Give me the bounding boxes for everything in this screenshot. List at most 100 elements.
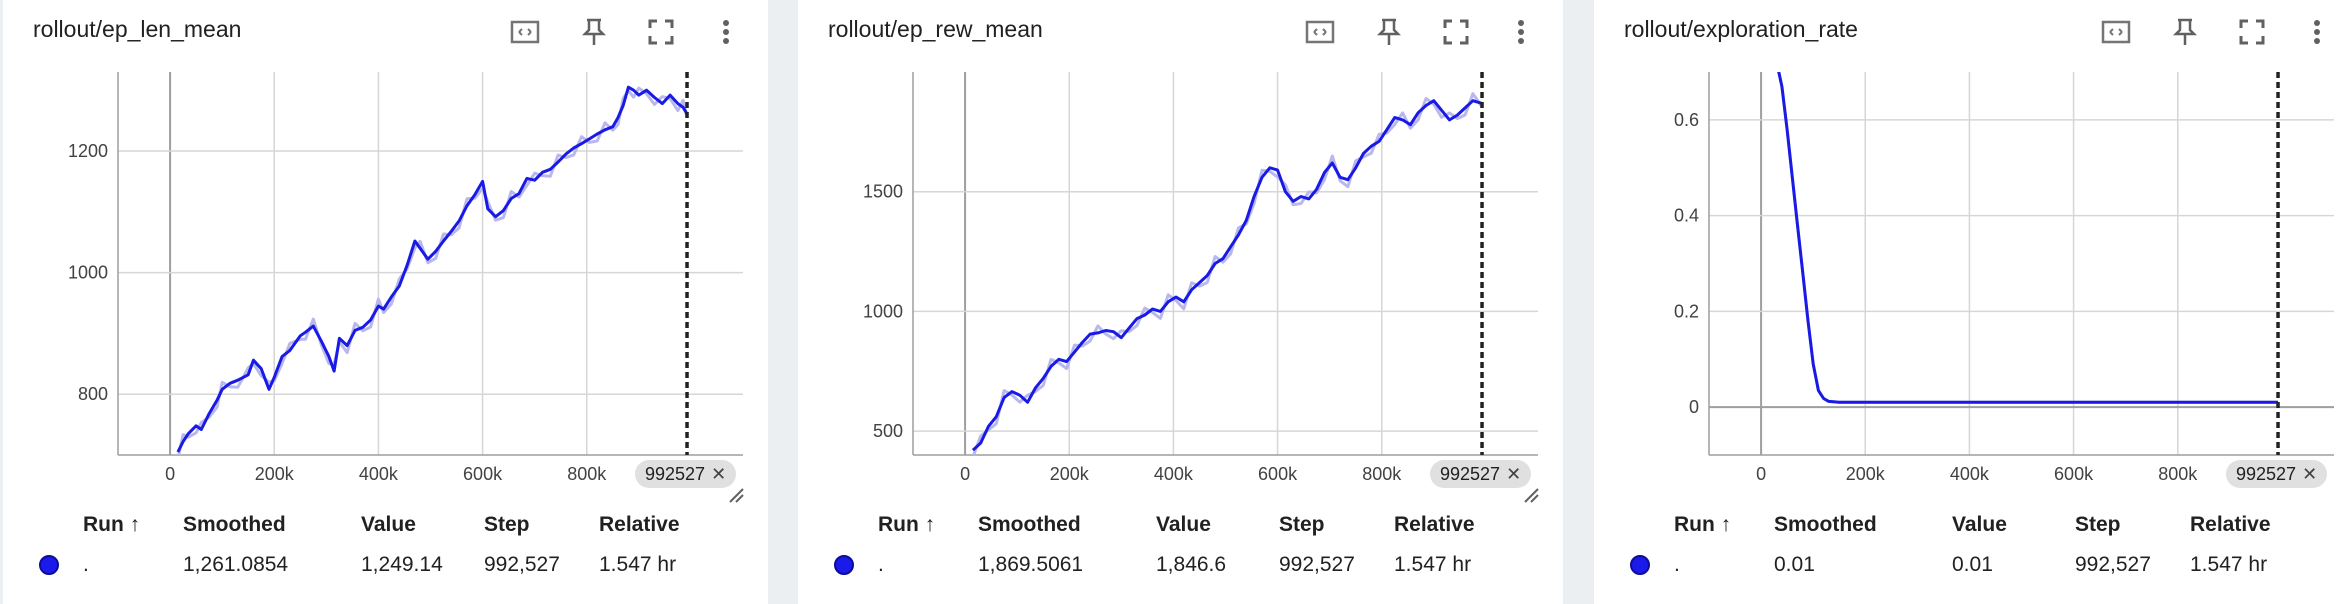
chart-card-ep-len-mean: rollout/ep_len_mean 0 200k 400k 600k 800k 800… xyxy=(3,0,768,604)
table-row: . 1,869.5061 1,846.6 992,527 1.547 hr xyxy=(828,547,1475,583)
y-tick-label: 1000 xyxy=(863,301,903,321)
more-options-button[interactable] xyxy=(2299,14,2335,50)
line-chart[interactable]: 0 200k 400k 600k 800k 500 1000 1500 xyxy=(798,0,1563,500)
chart-title: rollout/exploration_rate xyxy=(1624,16,1858,42)
raw-value: 1,249.14 xyxy=(361,553,443,576)
header-relative: Relative xyxy=(599,513,680,536)
fit-domain-button[interactable] xyxy=(1302,14,1338,50)
series-line-raw xyxy=(972,92,1484,455)
series-line-smoothed[interactable] xyxy=(1777,62,2278,404)
table-row: . 1,261.0854 1,249.14 992,527 1.547 hr xyxy=(33,547,680,583)
close-icon[interactable]: ✕ xyxy=(2302,464,2318,484)
pin-icon xyxy=(1376,18,1402,45)
runs-table: Run ↑ Smoothed Value Step Relative . 0.0… xyxy=(1624,505,2271,583)
smoothed-value: 0.01 xyxy=(1774,553,1815,576)
x-tick-label: 400k xyxy=(359,464,399,484)
header-run[interactable]: Run ↑ xyxy=(1674,513,1732,536)
x-tick-label: 400k xyxy=(1950,464,1990,484)
fit-domain-icon xyxy=(510,20,540,44)
fit-domain-icon xyxy=(2101,20,2131,44)
fit-domain-icon xyxy=(1305,20,1335,44)
run-name: . xyxy=(83,553,89,576)
step-chip-label: 992527 xyxy=(645,464,706,484)
more-options-button[interactable] xyxy=(708,14,744,50)
y-tick-label: 1500 xyxy=(863,182,903,202)
x-tick-label: 200k xyxy=(1050,464,1090,484)
x-tick-label: 400k xyxy=(1154,464,1194,484)
fullscreen-button[interactable] xyxy=(643,14,679,50)
smoothed-value: 1,869.5061 xyxy=(978,553,1084,576)
header-run[interactable]: Run ↑ xyxy=(83,513,141,536)
y-tick-label: 0.2 xyxy=(1674,301,1699,321)
header-relative: Relative xyxy=(2190,513,2271,536)
x-tick-label: 600k xyxy=(1258,464,1298,484)
run-color-icon xyxy=(39,555,59,576)
step-chip-label: 992527 xyxy=(2236,464,2297,484)
line-chart[interactable]: 0 200k 400k 600k 800k 800 1000 1200 xyxy=(3,0,768,500)
y-tick-label: 0 xyxy=(1689,397,1699,417)
x-tick-label: 600k xyxy=(463,464,503,484)
header-relative: Relative xyxy=(1394,513,1475,536)
close-icon[interactable]: ✕ xyxy=(711,464,727,484)
resize-handle-icon[interactable] xyxy=(727,486,745,504)
fullscreen-icon xyxy=(2239,19,2265,45)
fit-domain-button[interactable] xyxy=(507,14,543,50)
x-tick-label: 0 xyxy=(165,464,175,484)
more-options-button[interactable] xyxy=(1503,14,1539,50)
line-chart[interactable]: 0 200k 400k 600k 800k 0 0.2 0.4 0.6 xyxy=(1594,0,2340,500)
fullscreen-button[interactable] xyxy=(1438,14,1474,50)
table-row: . 0.01 0.01 992,527 1.547 hr xyxy=(1624,547,2271,583)
relative-value: 1.547 hr xyxy=(599,553,677,576)
header-value: Value xyxy=(1156,513,1211,536)
x-tick-label: 800k xyxy=(1362,464,1402,484)
resize-handle-icon[interactable] xyxy=(1522,486,1540,504)
step-value: 992,527 xyxy=(1279,553,1355,576)
series-line-smoothed[interactable] xyxy=(176,85,689,453)
header-value: Value xyxy=(1952,513,2007,536)
y-tick-label: 500 xyxy=(873,421,903,441)
run-color-icon xyxy=(834,555,854,576)
header-smoothed: Smoothed xyxy=(183,513,286,536)
table-header-row: Run ↑ Smoothed Value Step Relative xyxy=(828,505,1475,547)
y-tick-label: 1200 xyxy=(68,141,108,161)
step-value: 992,527 xyxy=(2075,553,2151,576)
header-smoothed: Smoothed xyxy=(978,513,1081,536)
smoothed-value: 1,261.0854 xyxy=(183,553,289,576)
fullscreen-icon xyxy=(1443,19,1469,45)
fullscreen-button[interactable] xyxy=(2234,14,2270,50)
run-name: . xyxy=(1674,553,1680,576)
header-value: Value xyxy=(361,513,416,536)
runs-table: Run ↑ Smoothed Value Step Relative . 1,8… xyxy=(828,505,1475,583)
step-chip-label: 992527 xyxy=(1440,464,1501,484)
x-tick-label: 600k xyxy=(2054,464,2094,484)
x-tick-label: 800k xyxy=(567,464,607,484)
relative-value: 1.547 hr xyxy=(2190,553,2268,576)
table-header-row: Run ↑ Smoothed Value Step Relative xyxy=(1624,505,2271,547)
series-line-smoothed[interactable] xyxy=(971,99,1483,452)
chart-card-exploration-rate: rollout/exploration_rate 0 200k 400k 600k 80… xyxy=(1594,0,2340,604)
runs-table: Run ↑ Smoothed Value Step Relative . 1,2… xyxy=(33,505,680,583)
header-run[interactable]: Run ↑ xyxy=(878,513,936,536)
x-tick-label: 200k xyxy=(1846,464,1886,484)
more-vert-icon xyxy=(2314,20,2320,44)
close-icon[interactable]: ✕ xyxy=(1506,464,1522,484)
y-tick-label: 800 xyxy=(78,384,108,404)
fit-domain-button[interactable] xyxy=(2098,14,2134,50)
step-chip: 992527 ✕ xyxy=(2226,460,2328,488)
chart-card-ep-rew-mean: rollout/ep_rew_mean 0 200k 400k 600k 800k 500… xyxy=(798,0,1563,604)
pin-button[interactable] xyxy=(2167,14,2203,50)
x-tick-label: 0 xyxy=(1756,464,1766,484)
header-step: Step xyxy=(2075,513,2121,536)
header-step: Step xyxy=(484,513,530,536)
step-chip: 992527 ✕ xyxy=(635,460,737,488)
step-chip: 992527 ✕ xyxy=(1430,460,1532,488)
y-tick-label: 0.6 xyxy=(1674,110,1699,130)
pin-button[interactable] xyxy=(576,14,612,50)
table-header-row: Run ↑ Smoothed Value Step Relative xyxy=(33,505,680,547)
pin-button[interactable] xyxy=(1371,14,1407,50)
run-name: . xyxy=(878,553,884,576)
run-color-icon xyxy=(1630,555,1650,576)
header-smoothed: Smoothed xyxy=(1774,513,1877,536)
x-tick-label: 0 xyxy=(960,464,970,484)
